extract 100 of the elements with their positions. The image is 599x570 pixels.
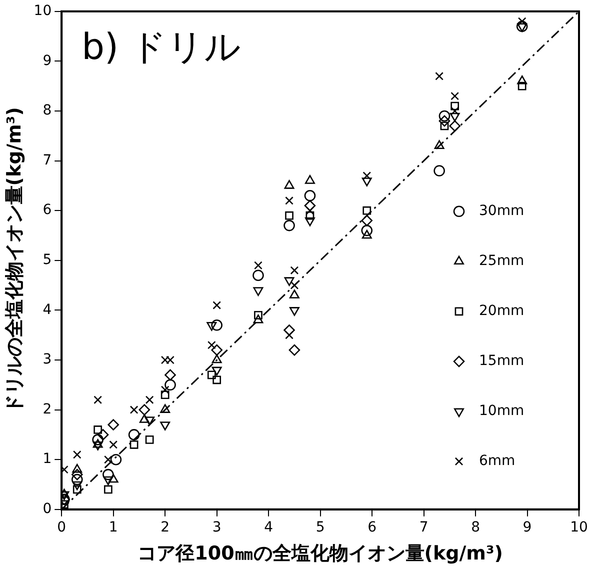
legend-label: 20mm	[479, 303, 524, 320]
y-axis-title: ドリルの全塩化物イオン量(kg/m³)	[3, 107, 26, 414]
point	[72, 450, 82, 459]
point	[290, 281, 299, 290]
point	[450, 112, 460, 122]
point	[517, 23, 528, 32]
point	[284, 220, 295, 232]
point	[304, 175, 315, 184]
x-axis-title: コア径100㎜の全塩化物イオン量(kg/m³)	[138, 542, 503, 565]
point	[166, 356, 174, 364]
point	[253, 314, 264, 324]
point	[164, 379, 176, 391]
point	[288, 344, 300, 356]
point	[435, 72, 444, 80]
y-tick-label: 10	[34, 3, 52, 20]
point	[518, 82, 526, 90]
point	[145, 396, 154, 404]
x-tick-label: 5	[316, 519, 325, 536]
point	[284, 324, 295, 336]
point	[254, 310, 262, 320]
y-tick-label: 3	[42, 352, 52, 368]
point	[71, 474, 83, 486]
point	[449, 120, 460, 132]
legend-label: 15mm	[479, 353, 524, 370]
point	[128, 429, 140, 440]
x-tick-label: 6	[368, 519, 377, 536]
point	[94, 426, 102, 434]
point	[71, 468, 83, 480]
point	[285, 211, 294, 220]
y-tick-label: 4	[42, 302, 52, 318]
legend-label: 30mm	[479, 203, 524, 220]
point	[284, 277, 294, 286]
point	[104, 485, 112, 494]
chart-title: b) ドリル	[82, 26, 241, 68]
point	[450, 102, 460, 110]
point	[72, 485, 82, 494]
x-tick-label: 0	[57, 519, 66, 536]
point	[212, 376, 222, 384]
point	[434, 165, 445, 176]
point	[517, 75, 528, 84]
point	[92, 442, 103, 450]
point	[361, 214, 373, 226]
point	[450, 92, 460, 100]
x-tick-label: 4	[264, 519, 274, 536]
point	[109, 440, 118, 449]
point	[285, 196, 294, 205]
point	[138, 404, 150, 416]
point	[362, 178, 372, 186]
point	[207, 340, 216, 350]
y-tick-label: 8	[42, 102, 52, 119]
point	[252, 270, 264, 281]
point	[304, 200, 316, 212]
y-tick-label: 0	[42, 501, 52, 518]
point	[254, 261, 262, 270]
point	[160, 404, 170, 413]
x-tick-label: 9	[522, 519, 532, 536]
point	[211, 319, 222, 331]
legend-label: 25mm	[479, 253, 524, 270]
point	[306, 211, 314, 220]
point	[253, 287, 264, 296]
point	[160, 422, 170, 430]
point	[304, 190, 316, 202]
point	[130, 406, 138, 414]
y-tick-label: 7	[42, 152, 52, 168]
point	[284, 180, 294, 189]
point	[290, 266, 299, 275]
x-tick-label: 3	[212, 519, 222, 536]
y-tick-label: 2	[42, 401, 52, 418]
point	[207, 370, 216, 380]
point	[92, 434, 104, 446]
point	[304, 217, 315, 226]
point	[160, 390, 170, 400]
point	[362, 206, 372, 215]
point	[289, 307, 300, 316]
x-tick-label: 8	[471, 519, 480, 536]
point	[139, 414, 150, 423]
point	[362, 172, 372, 180]
legend-label: 10mm	[479, 403, 524, 420]
x-tick-label: 1	[108, 519, 118, 536]
x-tick-label: 2	[160, 519, 170, 536]
point	[438, 115, 450, 127]
point	[72, 464, 82, 473]
x-tick-label: 7	[419, 519, 428, 536]
y-tick-label: 5	[42, 252, 52, 268]
point	[144, 416, 155, 426]
point	[92, 439, 103, 448]
point	[212, 301, 222, 310]
point	[110, 454, 122, 466]
point	[145, 435, 154, 444]
point	[130, 440, 138, 449]
point	[102, 468, 114, 480]
point	[108, 474, 118, 483]
point	[212, 366, 222, 376]
point	[361, 224, 373, 236]
point	[438, 110, 450, 122]
point	[440, 122, 449, 130]
point	[164, 369, 176, 381]
legend-label: 6mm	[479, 453, 516, 470]
point	[206, 322, 217, 331]
x-tick-label: 10	[570, 519, 588, 536]
